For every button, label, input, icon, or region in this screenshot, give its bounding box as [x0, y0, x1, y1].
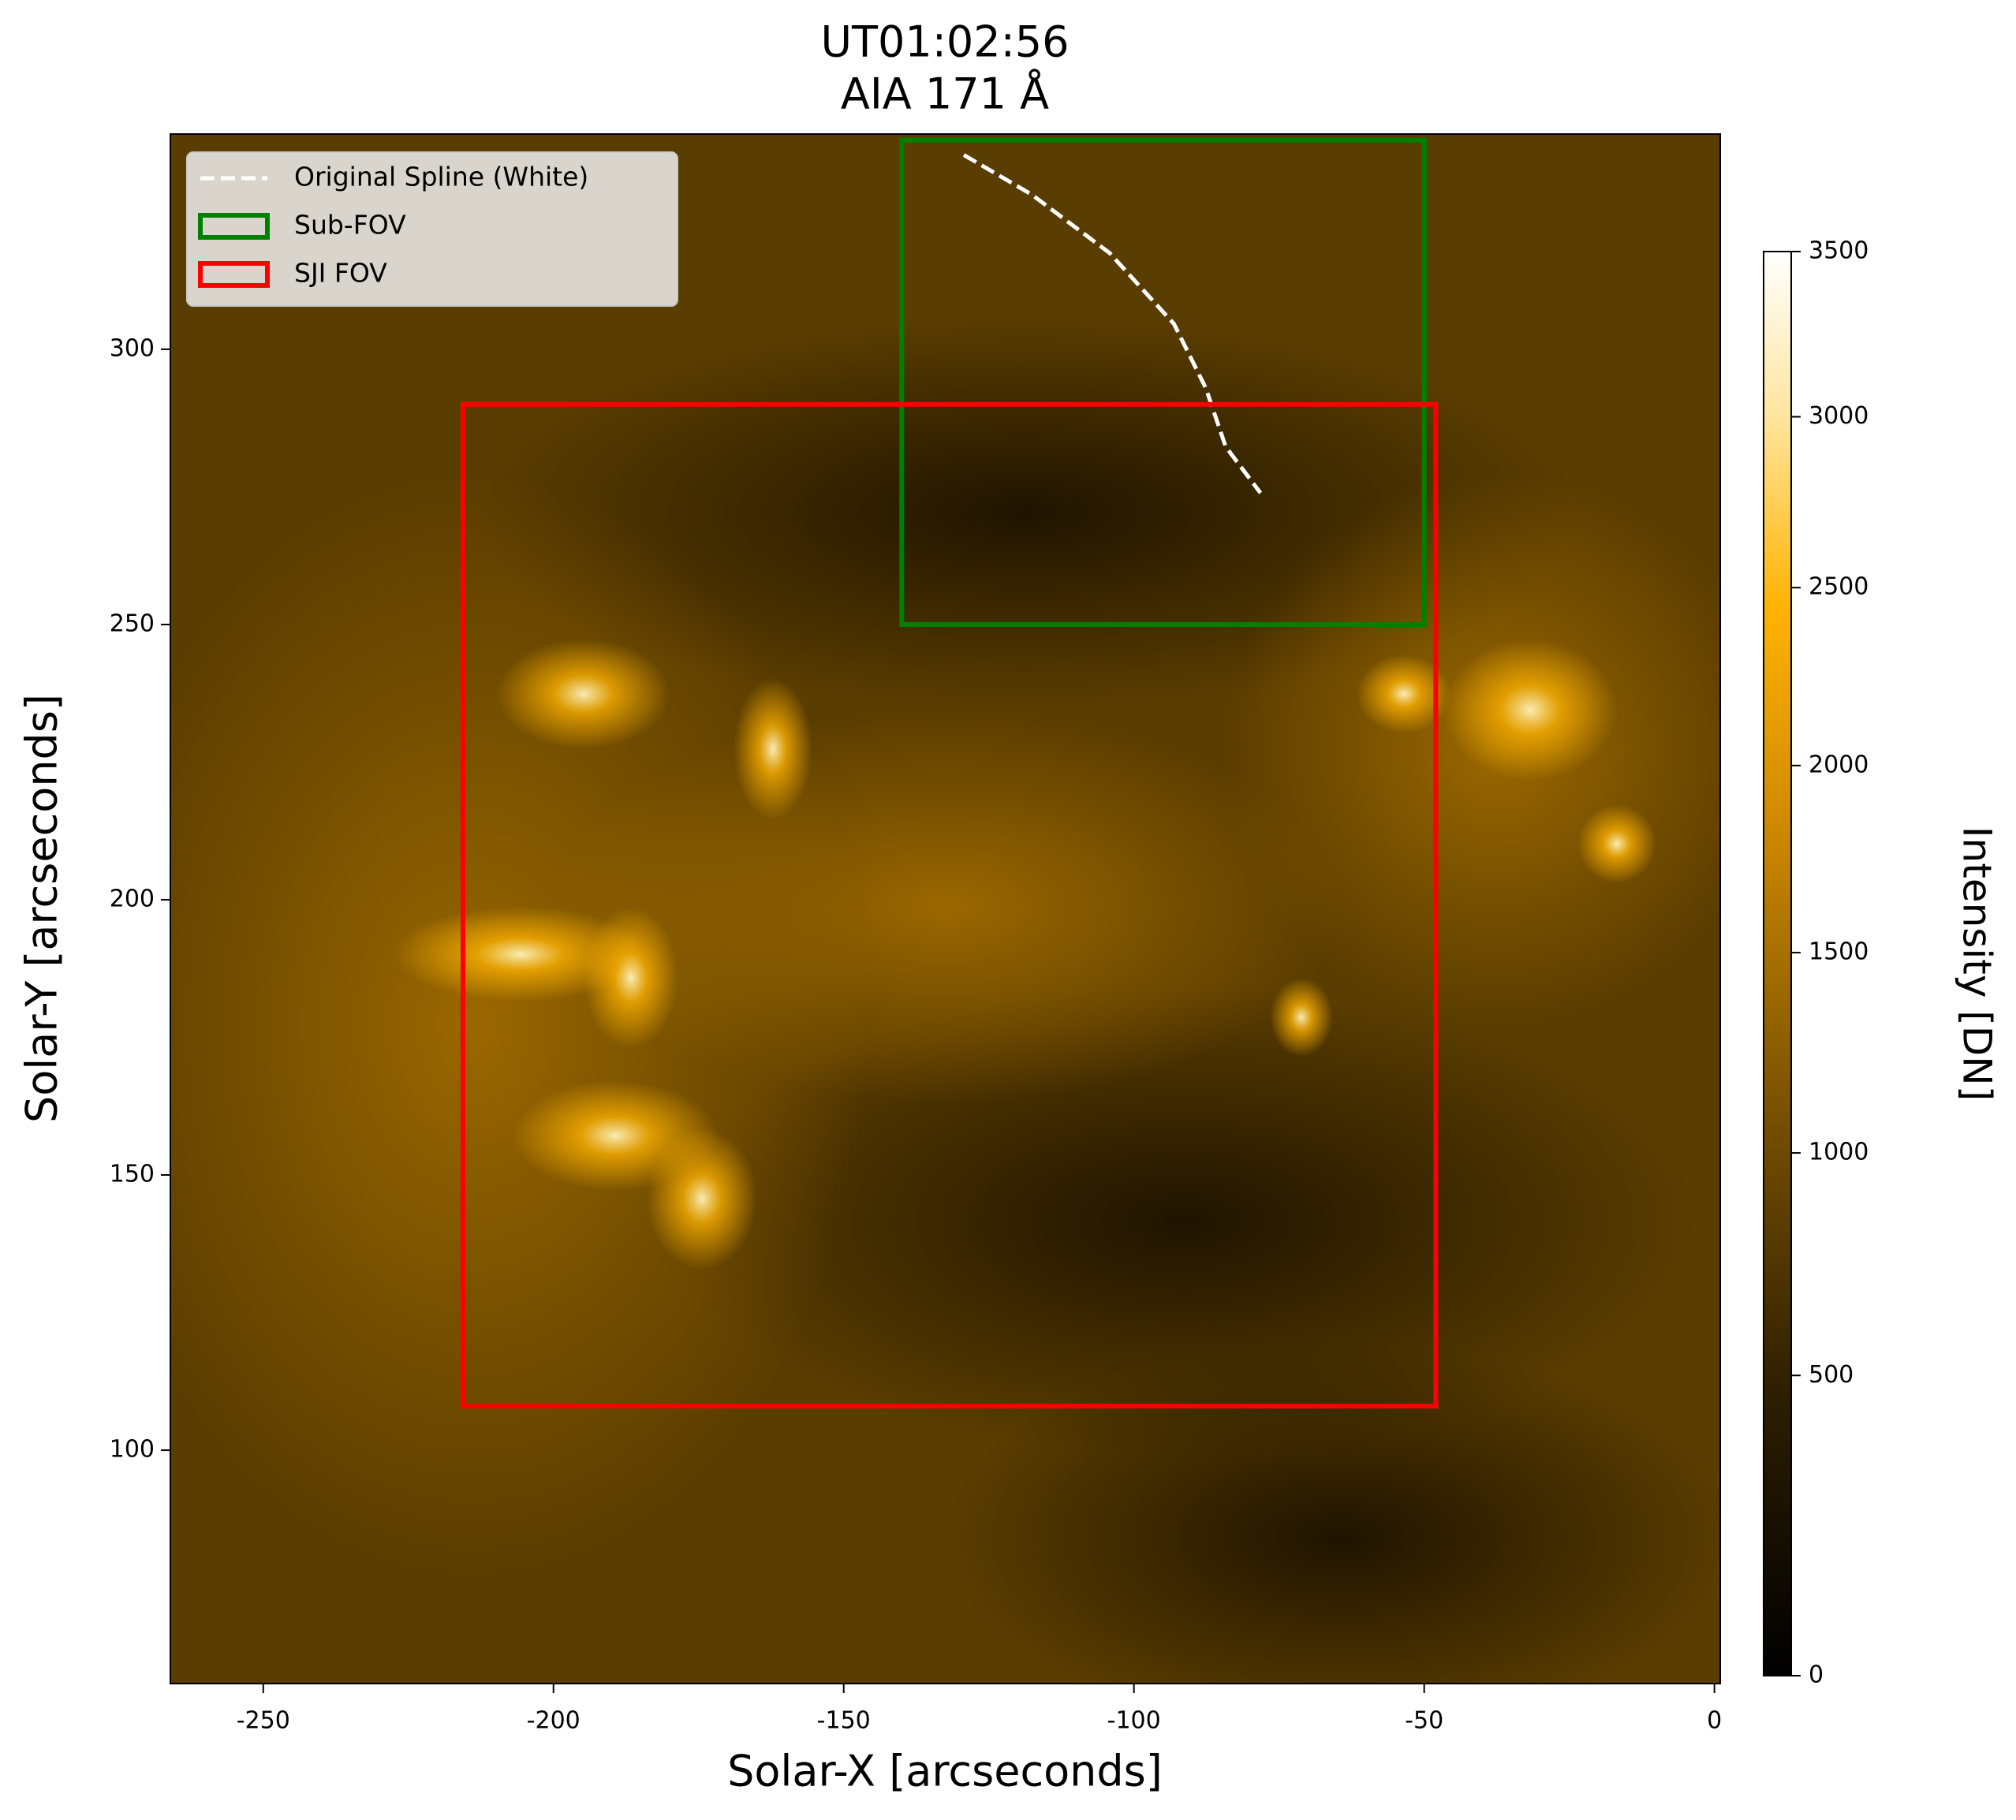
y-tick-label: 300	[110, 334, 155, 362]
y-tick-label: 100	[110, 1436, 155, 1464]
colorbar	[1763, 251, 1792, 1676]
fov-box	[460, 401, 1439, 1409]
x-tick-label: 0	[1707, 1707, 1722, 1735]
colorbar-tick-label: 0	[1809, 1661, 1824, 1689]
colorbar-tick-label: 2500	[1809, 573, 1869, 601]
colorbar-tick-label: 2000	[1809, 751, 1869, 778]
overlays	[460, 137, 1439, 1409]
chart-title: UT01:02:56	[820, 17, 1069, 67]
legend-box	[186, 151, 678, 307]
x-tick-label: -150	[817, 1707, 871, 1735]
legend-label: SJI FOV	[294, 258, 387, 289]
chart-subtitle: AIA 171 Å	[841, 69, 1049, 119]
legend: Original Spline (White) Sub-FOV SJI FOV	[186, 151, 678, 307]
x-axis-label: Solar-X [arcseconds]	[727, 1747, 1163, 1796]
x-tick-label: -250	[237, 1707, 290, 1735]
legend-label: Sub-FOV	[294, 210, 406, 241]
legend-handle	[198, 261, 270, 288]
colorbar-tick-label: 1500	[1809, 938, 1869, 966]
plot-frame	[170, 133, 1721, 1684]
colorbar-tick-label: 3000	[1809, 402, 1869, 430]
y-axis-label: Solar-Y [arcseconds]	[17, 694, 67, 1123]
y-tick-label: 250	[110, 610, 155, 637]
colorbar-tick-label: 1000	[1809, 1139, 1869, 1166]
colorbar-tick-label: 3500	[1809, 237, 1869, 265]
y-tick-label: 150	[110, 1161, 155, 1188]
x-tick-label: -200	[527, 1707, 581, 1735]
x-tick-label: -50	[1405, 1707, 1443, 1735]
colorbar-label: Intensity [DN]	[1954, 826, 2000, 1101]
solar-image	[170, 134, 1720, 1684]
x-tick-label: -100	[1107, 1707, 1161, 1735]
legend-handle	[198, 213, 270, 240]
fov-box	[899, 137, 1427, 627]
spline	[962, 153, 1263, 494]
y-tick-label: 200	[110, 885, 155, 912]
colorbar-tick-label: 500	[1809, 1361, 1854, 1389]
legend-label: Original Spline (White)	[294, 162, 588, 192]
